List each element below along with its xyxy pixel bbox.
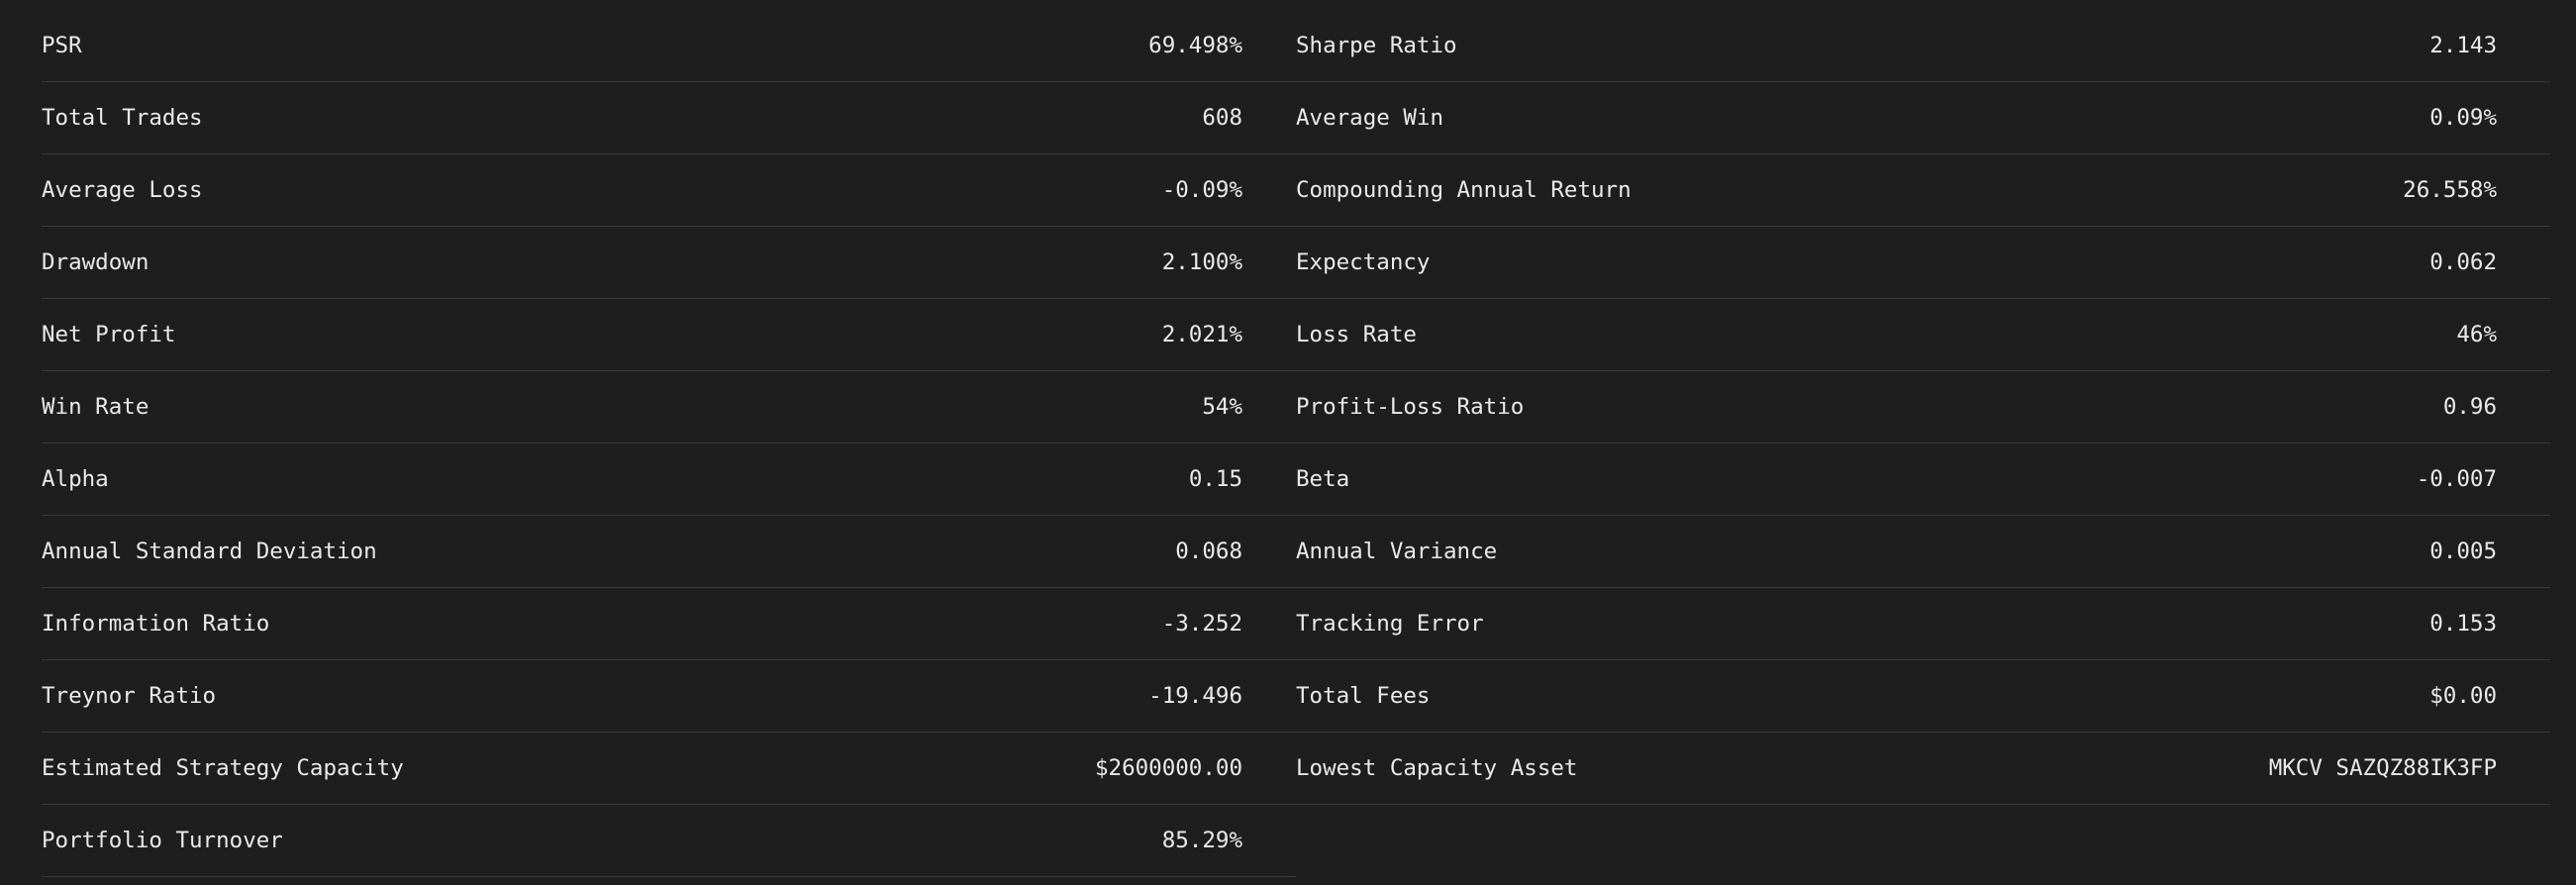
stat-value: 2.100%	[1161, 249, 1242, 275]
stat-row-annual-variance: Annual Variance 0.005	[1296, 516, 2550, 588]
stat-value: 2.021%	[1161, 322, 1242, 347]
stat-label: Treynor Ratio	[42, 683, 217, 709]
stat-label: PSR	[42, 33, 82, 58]
stat-label: Average Win	[1296, 105, 1444, 131]
stat-value: 69.498%	[1148, 33, 1242, 58]
stat-value: -0.09%	[1161, 177, 1242, 203]
stat-value: -19.496	[1148, 683, 1242, 709]
stat-label: Annual Variance	[1296, 539, 1498, 564]
stat-value: 0.15	[1188, 466, 1242, 492]
stat-value: 2.143	[2429, 33, 2497, 58]
stat-value: 0.153	[2429, 611, 2497, 637]
stat-label: Estimated Strategy Capacity	[42, 755, 404, 781]
stat-value: $0.00	[2429, 683, 2497, 709]
stat-label: Average Loss	[42, 177, 203, 203]
stat-value: 0.068	[1175, 539, 1242, 564]
stat-row-sharpe-ratio: Sharpe Ratio 2.143	[1296, 10, 2550, 82]
stat-row-profit-loss-ratio: Profit-Loss Ratio 0.96	[1296, 371, 2550, 443]
stat-label: Beta	[1296, 466, 1350, 492]
stat-row-treynor-ratio: Treynor Ratio -19.496	[42, 660, 1296, 733]
stat-value: -3.252	[1161, 611, 1242, 637]
stat-value: 0.005	[2429, 539, 2497, 564]
stat-row-expectancy: Expectancy 0.062	[1296, 227, 2550, 299]
stat-label: Loss Rate	[1296, 322, 1417, 347]
stat-row-portfolio-turnover: Portfolio Turnover 85.29%	[42, 805, 1296, 877]
stat-row-loss-rate: Loss Rate 46%	[1296, 299, 2550, 371]
stat-label: Portfolio Turnover	[42, 828, 283, 853]
stat-label: Net Profit	[42, 322, 176, 347]
stat-value: 0.09%	[2429, 105, 2497, 131]
stat-label: Expectancy	[1296, 249, 1431, 275]
stat-row-annual-standard-deviation: Annual Standard Deviation 0.068	[42, 516, 1296, 588]
stat-row-total-fees: Total Fees $0.00	[1296, 660, 2550, 733]
stat-row-drawdown: Drawdown 2.100%	[42, 227, 1296, 299]
stat-value: 54%	[1202, 394, 1242, 420]
stat-value: $2600000.00	[1094, 755, 1242, 781]
stat-row-estimated-strategy-capacity: Estimated Strategy Capacity $2600000.00	[42, 733, 1296, 805]
stat-row-compounding-annual-return: Compounding Annual Return 26.558%	[1296, 154, 2550, 227]
stat-label: Total Trades	[42, 105, 203, 131]
stat-row-average-loss: Average Loss -0.09%	[42, 154, 1296, 227]
stat-row-lowest-capacity-asset: Lowest Capacity Asset MKCV SAZQZ88IK3FP	[1296, 733, 2550, 805]
stat-label: Profit-Loss Ratio	[1296, 394, 1525, 420]
stat-label: Total Fees	[1296, 683, 1431, 709]
stat-row-tracking-error: Tracking Error 0.153	[1296, 588, 2550, 660]
stat-label: Drawdown	[42, 249, 149, 275]
stat-value: 85.29%	[1161, 828, 1242, 853]
stat-value: 26.558%	[2403, 177, 2497, 203]
stat-row-psr: PSR 69.498%	[42, 10, 1296, 82]
stat-label: Sharpe Ratio	[1296, 33, 1457, 58]
stat-value: 46%	[2456, 322, 2497, 347]
stat-row-average-win: Average Win 0.09%	[1296, 82, 2550, 154]
stat-value: 0.96	[2442, 394, 2497, 420]
stat-label: Alpha	[42, 466, 109, 492]
stat-value: 0.062	[2429, 249, 2497, 275]
stat-label: Annual Standard Deviation	[42, 539, 377, 564]
stat-value: 608	[1202, 105, 1242, 131]
stat-label: Information Ratio	[42, 611, 270, 637]
stat-row-net-profit: Net Profit 2.021%	[42, 299, 1296, 371]
stat-row-win-rate: Win Rate 54%	[42, 371, 1296, 443]
stat-row-information-ratio: Information Ratio -3.252	[42, 588, 1296, 660]
stat-label: Win Rate	[42, 394, 149, 420]
stat-label: Lowest Capacity Asset	[1296, 755, 1578, 781]
stat-label: Tracking Error	[1296, 611, 1484, 637]
stat-label: Compounding Annual Return	[1296, 177, 1632, 203]
stat-row-total-trades: Total Trades 608	[42, 82, 1296, 154]
stat-value: -0.007	[2416, 466, 2497, 492]
stat-value: MKCV SAZQZ88IK3FP	[2268, 755, 2497, 781]
stat-row-alpha: Alpha 0.15	[42, 443, 1296, 516]
stat-row-beta: Beta -0.007	[1296, 443, 2550, 516]
